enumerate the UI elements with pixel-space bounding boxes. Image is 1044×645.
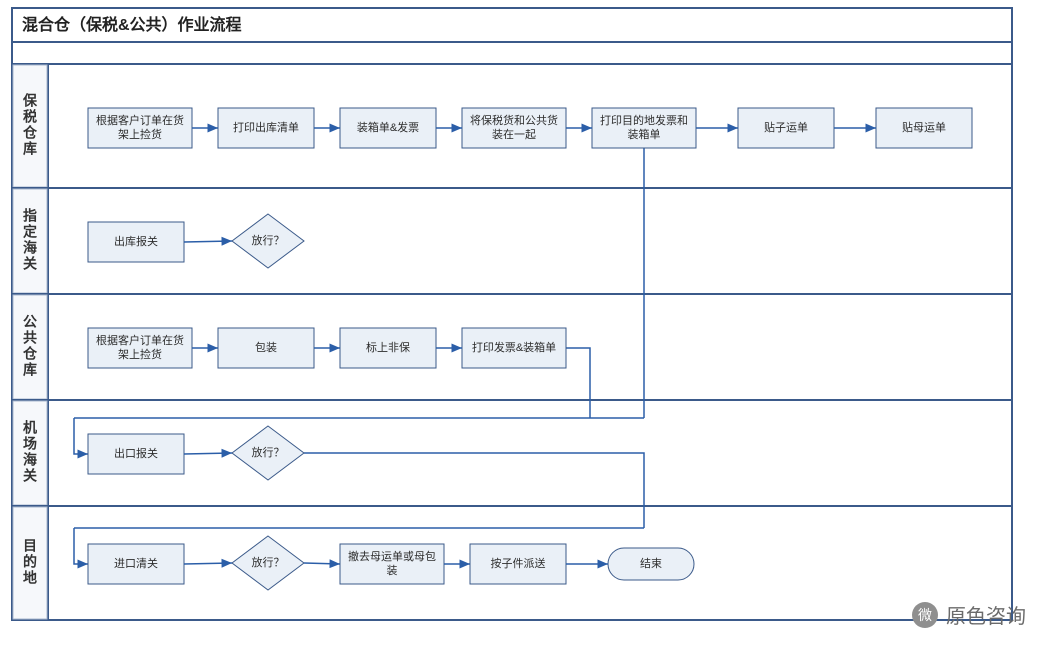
node-a2: 放行？ (232, 426, 304, 480)
svg-text:库: 库 (23, 141, 37, 157)
svg-text:地: 地 (23, 570, 37, 586)
node-p4: 打印发票&装箱单 (462, 328, 566, 368)
node-d4: 按子件派送 (470, 544, 566, 584)
svg-text:指: 指 (23, 208, 37, 224)
svg-text:架上捡货: 架上捡货 (118, 127, 162, 141)
svg-text:公: 公 (23, 314, 37, 330)
watermark-text: 原色咨询 (946, 600, 1026, 629)
svg-text:共: 共 (23, 330, 37, 346)
svg-text:关: 关 (23, 256, 37, 272)
svg-text:关: 关 (23, 468, 37, 484)
svg-text:税: 税 (23, 109, 37, 125)
svg-text:出库报关: 出库报关 (114, 234, 158, 248)
connector-k4 (74, 418, 88, 454)
svg-text:定: 定 (23, 224, 37, 240)
svg-text:目: 目 (23, 538, 37, 554)
svg-text:混合仓（保税&公共）作业流程: 混合仓（保税&公共）作业流程 (22, 15, 242, 34)
svg-text:将保税货和公共货: 将保税货和公共货 (470, 113, 558, 127)
node-b2: 打印出库清单 (218, 108, 314, 148)
svg-text:海: 海 (23, 452, 37, 468)
node-b5: 打印目的地发票和装箱单 (592, 108, 696, 148)
svg-text:打印出库清单: 打印出库清单 (233, 120, 299, 134)
svg-text:贴母运单: 贴母运单 (902, 120, 946, 134)
svg-text:进口清关: 进口清关 (114, 556, 158, 570)
svg-text:的: 的 (23, 554, 37, 570)
diagram-stage: 混合仓（保税&公共）作业流程 保税仓库指定海关公共仓库机场海关目的地 根据客户订… (0, 0, 1044, 645)
connector-k5 (304, 453, 644, 528)
node-b7: 贴母运单 (876, 108, 972, 148)
svg-text:打印发票&装箱单: 打印发票&装箱单 (472, 340, 556, 354)
node-b1: 根据客户订单在货架上捡货 (88, 108, 192, 148)
node-d3: 撤去母运单或母包装 (340, 544, 444, 584)
node-b4: 将保税货和公共货装在一起 (462, 108, 566, 148)
node-a1: 出口报关 (88, 434, 184, 474)
node-d1: 进口清关 (88, 544, 184, 584)
node-p1: 根据客户订单在货架上捡货 (88, 328, 192, 368)
node-p3: 标上非保 (340, 328, 436, 368)
svg-text:场: 场 (23, 436, 37, 452)
svg-text:贴子运单: 贴子运单 (764, 120, 808, 134)
node-b6: 贴子运单 (738, 108, 834, 148)
svg-text:仓: 仓 (22, 125, 38, 141)
svg-text:装箱单: 装箱单 (628, 127, 661, 141)
node-c1: 出库报关 (88, 222, 184, 262)
svg-text:出口报关: 出口报关 (114, 446, 158, 460)
node-d2: 放行？ (232, 536, 304, 590)
wechat-icon: 微 (912, 602, 938, 628)
svg-text:海: 海 (23, 240, 37, 256)
node-p2: 包装 (218, 328, 314, 368)
svg-text:库: 库 (23, 362, 37, 378)
svg-text:放行？: 放行？ (252, 445, 285, 459)
svg-text:撤去母运单或母包: 撤去母运单或母包 (348, 549, 436, 563)
node-c2: 放行？ (232, 214, 304, 268)
flowchart-svg: 混合仓（保税&公共）作业流程 保税仓库指定海关公共仓库机场海关目的地 根据客户订… (0, 0, 1044, 645)
svg-text:打印目的地发票和: 打印目的地发票和 (600, 113, 688, 127)
svg-text:结束: 结束 (640, 557, 662, 570)
watermark: 微 原色咨询 (912, 600, 1026, 629)
svg-text:标上非保: 标上非保 (366, 340, 410, 354)
connector-k2 (566, 348, 590, 418)
connector-k7 (74, 528, 88, 564)
svg-text:装在一起: 装在一起 (492, 128, 536, 141)
svg-text:保: 保 (22, 93, 38, 109)
svg-text:放行？: 放行？ (252, 555, 285, 569)
svg-text:放行？: 放行？ (252, 233, 285, 247)
svg-text:架上捡货: 架上捡货 (118, 347, 162, 361)
svg-text:机: 机 (23, 420, 37, 436)
node-b3: 装箱单&发票 (340, 108, 436, 148)
svg-text:仓: 仓 (22, 346, 38, 362)
node-d5: 结束 (608, 548, 694, 580)
svg-text:包装: 包装 (255, 341, 277, 354)
svg-text:装: 装 (387, 564, 398, 577)
svg-text:根据客户订单在货: 根据客户订单在货 (96, 333, 184, 347)
svg-text:装箱单&发票: 装箱单&发票 (357, 120, 419, 134)
svg-text:根据客户订单在货: 根据客户订单在货 (96, 113, 184, 127)
svg-text:按子件派送: 按子件派送 (491, 556, 546, 570)
